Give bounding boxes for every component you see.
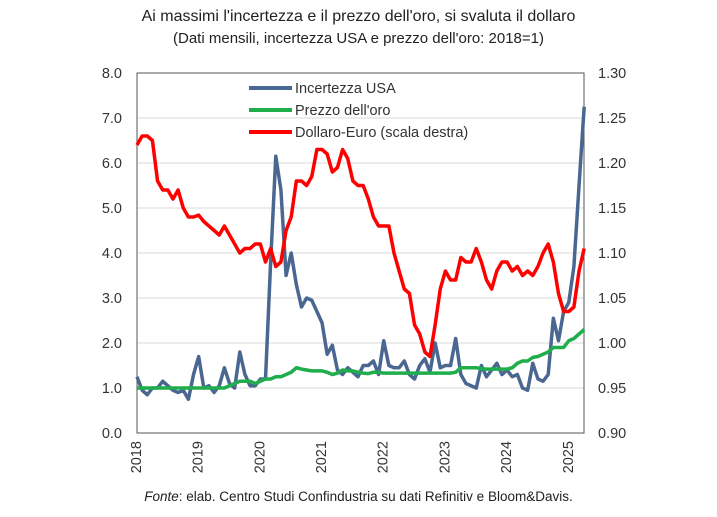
source-prefix: Fonte (144, 489, 179, 504)
y-left-tick-label: 3.0 (102, 291, 122, 307)
y-right-tick-label: 1.15 (598, 201, 626, 217)
x-tick-label: 2020 (252, 441, 268, 473)
y-right-tick-label: 1.30 (598, 66, 626, 82)
x-tick-label: 2018 (129, 441, 145, 473)
y-right-tick-label: 1.20 (598, 156, 626, 172)
x-tick-label: 2025 (561, 441, 577, 473)
source-text: : elab. Centro Studi Confindustria su da… (178, 489, 573, 504)
chart-subtitle: (Dati mensili, incertezza USA e prezzo d… (173, 30, 544, 47)
x-tick-label: 2024 (499, 441, 515, 473)
legend-label: Dollaro-Euro (scala destra) (295, 125, 468, 141)
series-line-dollaro-euro (135, 134, 586, 359)
y-right-tick-label: 0.95 (598, 381, 626, 397)
y-left-tick-label: 2.0 (102, 336, 122, 352)
y-left-tick-label: 1.0 (102, 381, 122, 397)
y-right-tick-label: 0.90 (598, 426, 626, 442)
y-left-tick-label: 5.0 (102, 201, 122, 217)
source-note: Fonte: elab. Centro Studi Confindustria … (0, 489, 717, 504)
y-right-tick-label: 1.25 (598, 111, 626, 127)
x-tick-label: 2019 (191, 441, 207, 473)
y-left-tick-label: 8.0 (102, 66, 122, 82)
y-right-tick-label: 1.10 (598, 246, 626, 262)
y-left-tick-label: 6.0 (102, 156, 122, 172)
legend-label: Incertezza USA (295, 81, 396, 97)
x-tick-label: 2021 (314, 441, 330, 473)
x-tick-label: 2023 (437, 441, 453, 473)
x-tick-label: 2022 (376, 441, 392, 473)
y-right-tick-label: 1.05 (598, 291, 626, 307)
series-line-oro (137, 328, 586, 390)
y-left-tick-label: 0.0 (102, 426, 122, 442)
chart-title: Ai massimi l'incertezza e il prezzo dell… (141, 8, 576, 25)
y-right-tick-label: 1.00 (598, 336, 626, 352)
legend-label: Prezzo dell'oro (295, 103, 390, 119)
y-left-tick-label: 4.0 (102, 246, 122, 262)
y-left-tick-label: 7.0 (102, 111, 122, 127)
